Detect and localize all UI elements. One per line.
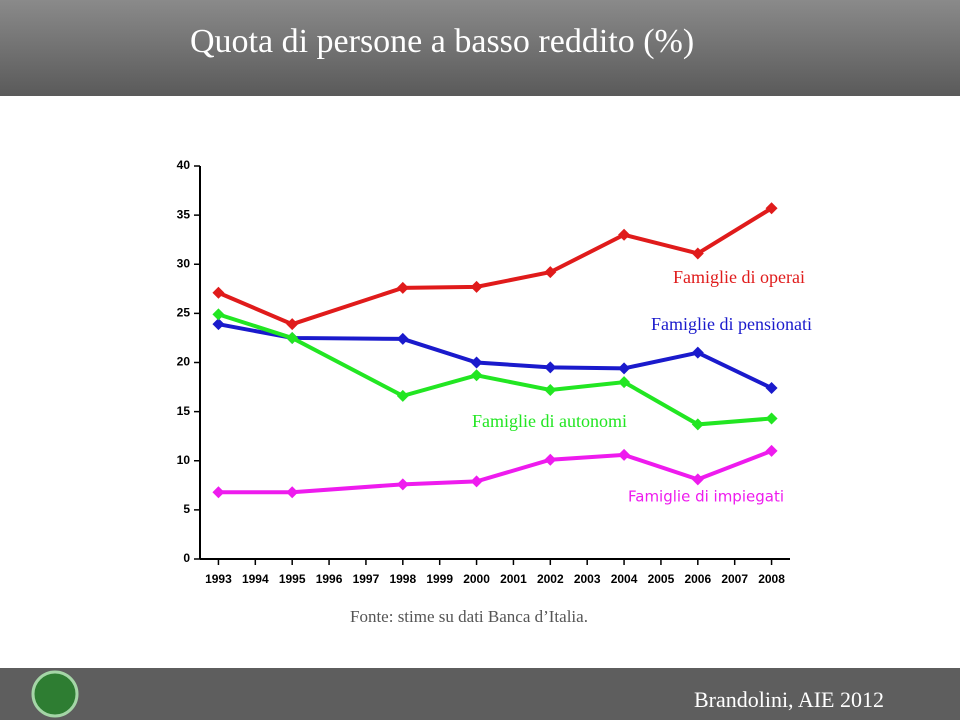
- x-tick-label: 2008: [758, 572, 785, 586]
- series-line: [218, 322, 773, 390]
- data-point: [470, 356, 483, 369]
- data-point: [544, 266, 557, 279]
- y-tick-label: 5: [183, 502, 190, 516]
- y-tick-label: 35: [177, 207, 191, 221]
- data-point: [765, 202, 778, 215]
- x-tick-label: 2003: [574, 572, 601, 586]
- x-tick-label: 2006: [684, 572, 711, 586]
- x-tick-label: 2002: [537, 572, 564, 586]
- data-point: [544, 361, 557, 374]
- series-label: Famiglie di operai: [673, 267, 805, 287]
- x-tick-label: 1995: [279, 572, 306, 586]
- data-point: [396, 332, 409, 345]
- x-tick-label: 2001: [500, 572, 527, 586]
- plot-area: 0 5 10 15 20 25 30 35 40 1993 1994 1995 1996 1997 1998…: [177, 158, 812, 586]
- y-tick-label: 15: [177, 404, 191, 418]
- data-point: [470, 280, 483, 293]
- data-point: [286, 318, 299, 331]
- data-point: [691, 418, 704, 431]
- y-tick-label: 10: [177, 453, 191, 467]
- y-tick-label: 40: [177, 158, 191, 172]
- y-tick-label: 0: [183, 551, 190, 565]
- y-tick-label: 20: [177, 355, 191, 369]
- data-point: [212, 486, 225, 499]
- data-point: [765, 382, 778, 395]
- data-point: [544, 453, 557, 466]
- logo: [31, 670, 79, 718]
- series-line: [217, 312, 772, 427]
- y-tick-label: 25: [177, 306, 191, 320]
- footer-bar: [0, 668, 960, 720]
- data-point: [765, 412, 778, 425]
- data-point: [544, 384, 557, 397]
- data-point: [396, 281, 409, 294]
- data-point: [212, 308, 225, 321]
- x-tick-label: 1993: [205, 572, 232, 586]
- data-point: [765, 444, 778, 457]
- data-point: [618, 448, 631, 461]
- x-tick-label: 1999: [426, 572, 453, 586]
- x-tick-label: 1997: [353, 572, 380, 586]
- title-bar: [0, 0, 960, 96]
- series-label: Famiglie di pensionati: [651, 314, 812, 334]
- footer-text: Brandolini, AIE 2012: [694, 687, 884, 712]
- data-point: [618, 362, 631, 375]
- chart-title: Quota di persone a basso reddito (%): [190, 23, 694, 60]
- x-tick-label: 2007: [721, 572, 748, 586]
- data-point: [396, 389, 409, 402]
- data-point: [470, 369, 483, 382]
- x-tick-label: 1998: [389, 572, 416, 586]
- source-note: Fonte: stime su dati Banca d’Italia.: [350, 607, 588, 626]
- data-point: [286, 486, 299, 499]
- x-tick-label: 1996: [316, 572, 343, 586]
- data-point: [470, 475, 483, 488]
- x-tick-label: 2004: [611, 572, 638, 586]
- data-point: [691, 247, 704, 260]
- x-tick-label: 2005: [648, 572, 675, 586]
- data-point: [618, 228, 631, 241]
- data-point: [691, 473, 704, 486]
- data-point: [396, 478, 409, 491]
- data-point: [212, 286, 225, 299]
- series-label: Famiglie di impiegati: [628, 488, 784, 506]
- data-point: [691, 346, 704, 359]
- series-label: Famiglie di autonomi: [472, 411, 627, 431]
- x-tick-label: 2000: [463, 572, 490, 586]
- y-tick-label: 30: [177, 256, 191, 270]
- data-point: [212, 318, 225, 331]
- data-point: [286, 331, 299, 344]
- x-tick-label: 1994: [242, 572, 269, 586]
- series-line: [218, 449, 773, 495]
- data-point: [618, 376, 631, 389]
- series-line: [217, 206, 773, 327]
